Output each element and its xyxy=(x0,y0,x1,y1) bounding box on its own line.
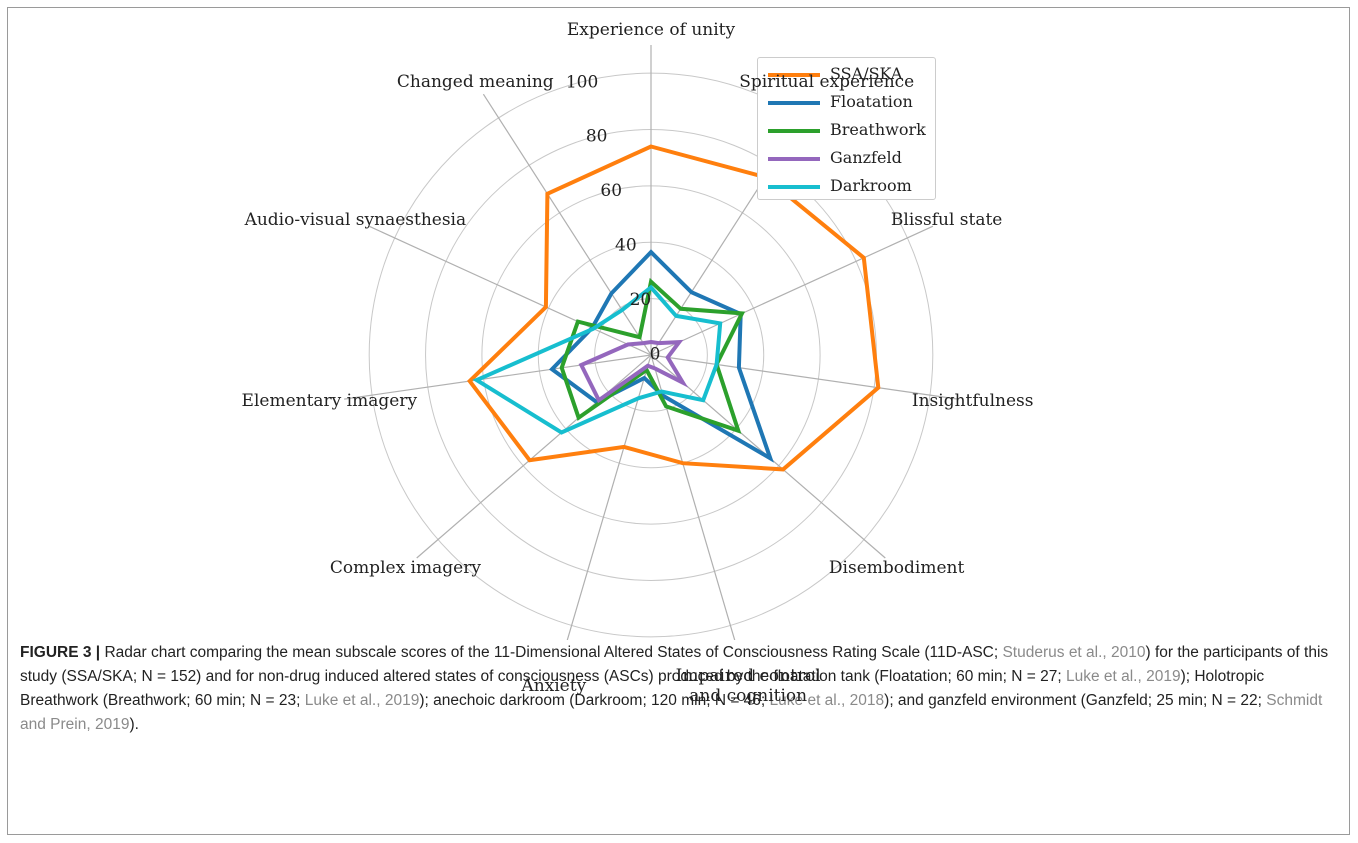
legend-entry: Darkroom xyxy=(768,176,912,195)
category-label: Experience of unity xyxy=(566,20,736,40)
r-tick-label: 20 xyxy=(630,290,652,310)
category-label: Blissful state xyxy=(890,209,1003,230)
r-tick-label: 80 xyxy=(586,127,608,147)
spoke xyxy=(650,354,958,400)
citation: Studerus et al., 2010 xyxy=(1002,644,1146,661)
caption-text: ); anechoic darkroom (Darkroom; 120 min;… xyxy=(419,692,770,709)
caption-label: FIGURE 3 | xyxy=(20,644,101,661)
r-tick-label: 40 xyxy=(615,236,637,256)
legend-label: SSA/SKA xyxy=(830,64,903,83)
caption-text: ); and ganzfeld environment (Ganzfeld; 2… xyxy=(884,692,1267,709)
category-label: Disembodiment xyxy=(828,557,965,578)
legend-label: Breathwork xyxy=(830,120,926,139)
legend-swatch xyxy=(768,184,820,189)
category-label: Elementary imagery xyxy=(241,391,418,412)
citation: Luke et al., 2018 xyxy=(769,692,885,709)
citation: Luke et al., 2019 xyxy=(1065,668,1181,685)
category-label: Spiritual experience xyxy=(739,71,915,92)
spoke xyxy=(368,225,652,356)
caption: FIGURE 3 | Radar chart comparing the mea… xyxy=(20,641,1338,737)
category-label: Audio-visual synaesthesia xyxy=(244,209,467,230)
caption-text: Radar chart comparing the mean subscale … xyxy=(104,644,1003,661)
series-polygon xyxy=(472,284,723,435)
series-polygon xyxy=(559,277,746,434)
caption-text: ) for the participants of this study (SS… xyxy=(20,644,1329,685)
series-polygon xyxy=(467,144,881,472)
legend-label: Ganzfeld xyxy=(830,148,902,167)
legend-label: Floatation xyxy=(830,92,913,111)
category-label: Insightfulness xyxy=(911,391,1034,412)
legend-swatch xyxy=(768,156,820,161)
legend: SSA/SKA Floatation Breathwork Ganzfeld Darkr… xyxy=(757,57,936,200)
spoke xyxy=(344,354,652,400)
category-label: Anxiety xyxy=(521,676,587,697)
spoke xyxy=(650,225,934,356)
r-tick-label: 0 xyxy=(650,345,661,365)
citation: Luke et al., 2019 xyxy=(304,692,420,709)
r-tick-label: 60 xyxy=(600,181,622,201)
caption-text: ). xyxy=(129,716,139,733)
spoke xyxy=(566,354,652,640)
legend-swatch xyxy=(768,100,820,105)
legend-swatch xyxy=(768,72,820,77)
category-label: Complex imagery xyxy=(329,557,481,578)
chart: 0 20 40 60 80 100 xyxy=(344,45,958,640)
legend-entry: SSA/SKA xyxy=(768,64,902,83)
category-label: Changed meaning xyxy=(396,71,554,92)
category-label: Impaired control and cognition xyxy=(675,666,821,707)
spoke xyxy=(482,93,652,356)
r-tick-label: 100 xyxy=(566,72,598,92)
figure-frame xyxy=(7,7,1350,835)
legend-label: Darkroom xyxy=(830,176,912,195)
citation: Schmidt and Prein, 2019 xyxy=(20,692,1323,733)
legend-entry: Floatation xyxy=(768,92,913,111)
legend-swatch xyxy=(768,128,820,133)
caption-text: ); Holotropic Breathwork (Breathwork; 60… xyxy=(20,668,1265,709)
legend-entry: Breathwork xyxy=(768,120,926,139)
series-polygon xyxy=(578,339,689,404)
spoke xyxy=(416,354,652,559)
legend-entry: Ganzfeld xyxy=(768,148,902,167)
